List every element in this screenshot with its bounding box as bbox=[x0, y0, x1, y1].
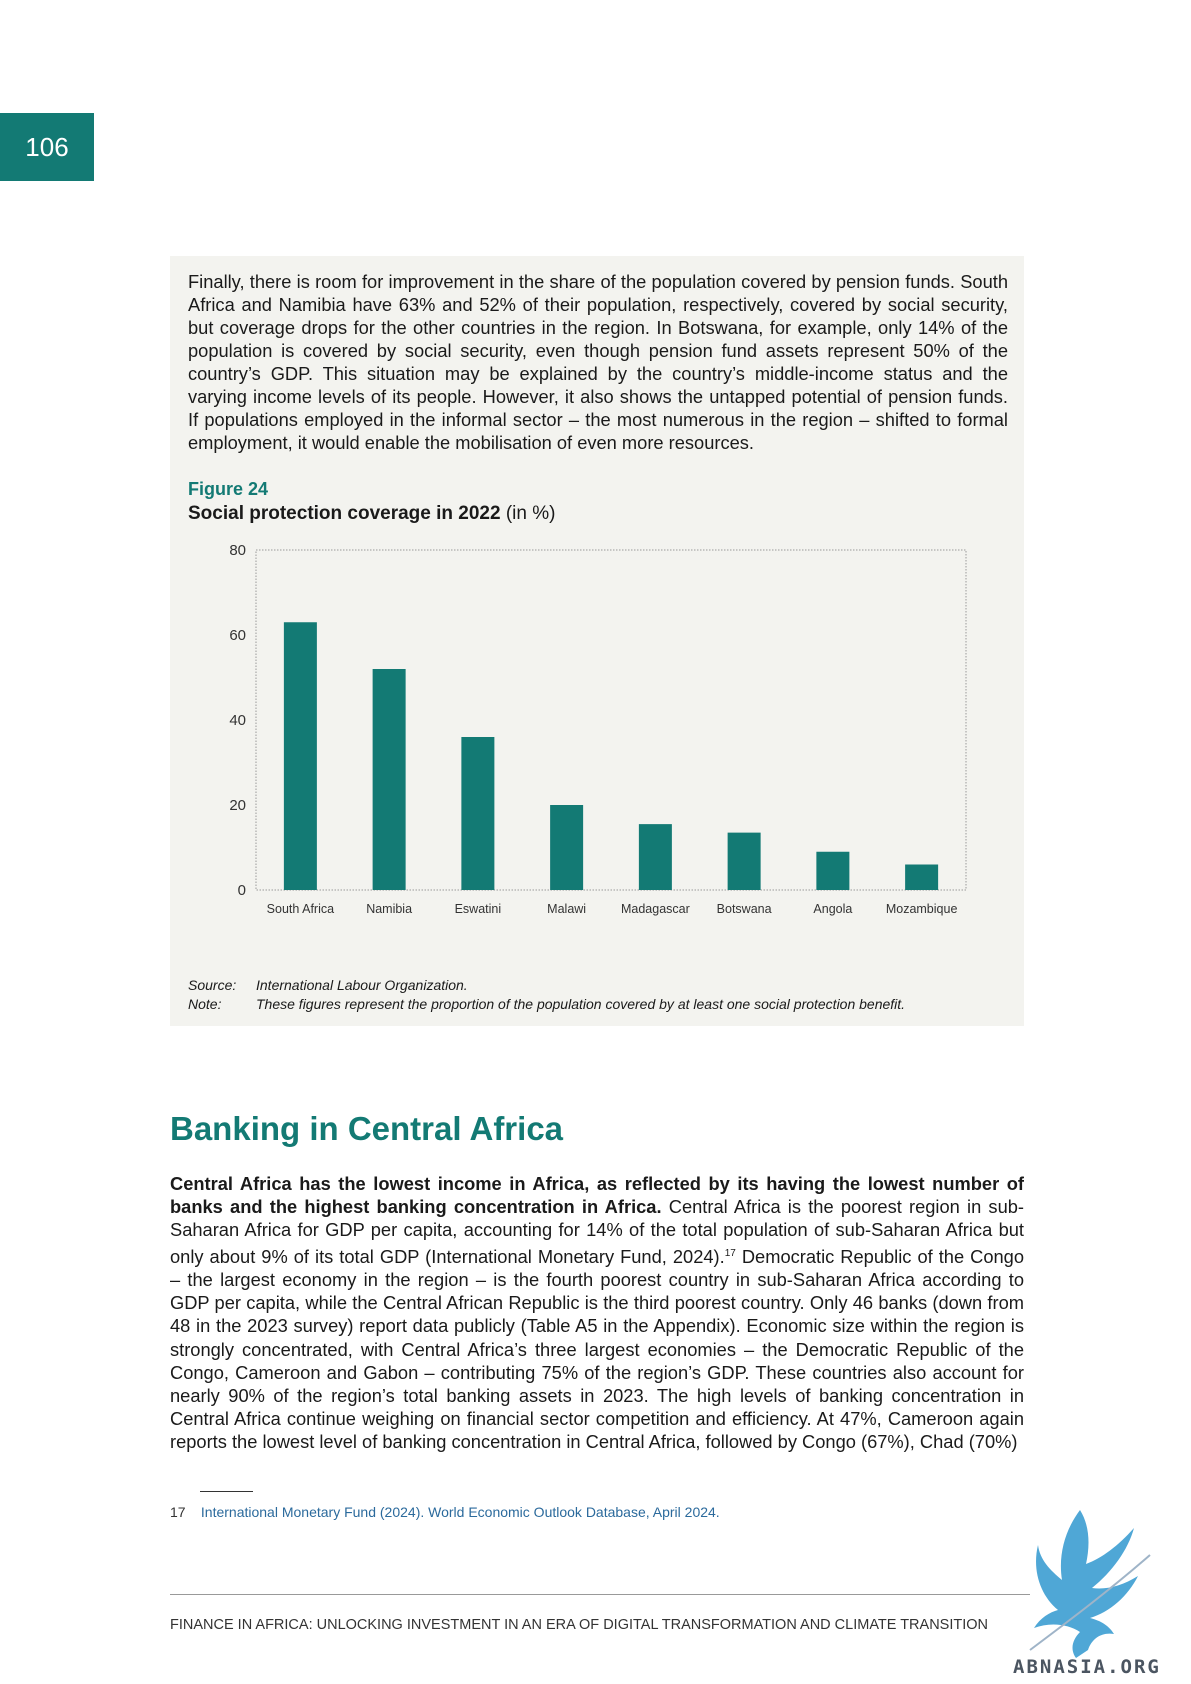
intro-paragraph: Finally, there is room for improvement i… bbox=[188, 271, 1008, 453]
bar bbox=[550, 805, 584, 890]
x-tick-label: Malawi bbox=[547, 902, 586, 916]
section-text-part1: Central Africa is the poorest region in … bbox=[170, 1196, 1024, 1267]
y-tick-label: 0 bbox=[238, 882, 246, 899]
x-tick-label: Angola bbox=[813, 902, 852, 916]
footnote-divider bbox=[200, 1491, 253, 1492]
x-tick-label: Eswatini bbox=[455, 902, 502, 916]
bar bbox=[638, 824, 672, 890]
bar bbox=[283, 622, 317, 890]
griffin-logo-icon bbox=[1029, 1510, 1151, 1658]
figure-label: Figure 24 bbox=[188, 479, 269, 499]
footnote-marker[interactable]: 17 bbox=[724, 1247, 736, 1259]
source-value: International Labour Organization. bbox=[256, 977, 468, 993]
footnote-number: 17 bbox=[170, 1504, 186, 1520]
bar bbox=[461, 737, 495, 890]
bar bbox=[816, 851, 850, 890]
x-tick-label: Botswana bbox=[717, 902, 772, 916]
y-tick-label: 80 bbox=[229, 542, 246, 559]
y-tick-label: 20 bbox=[229, 797, 246, 814]
note-value: These figures represent the proportion o… bbox=[256, 996, 906, 1012]
y-tick-label: 60 bbox=[229, 627, 246, 644]
page-number: 106 bbox=[0, 113, 94, 181]
footer-divider bbox=[170, 1594, 1030, 1595]
footnote: 17 International Monetary Fund (2024). W… bbox=[170, 1504, 720, 1520]
source-key: Source: bbox=[188, 977, 237, 993]
footnote-link[interactable]: International Monetary Fund (2024). Worl… bbox=[200, 1504, 720, 1520]
bar-chart: 0 20 40 60 80 South Africa Namibia Eswatini Mala… bbox=[200, 535, 990, 935]
figure-title: Social protection coverage in 2022 (in %… bbox=[188, 503, 555, 525]
bar bbox=[372, 669, 406, 890]
x-tick-label: Namibia bbox=[366, 902, 412, 916]
section-lead: Central Africa has the lowest income in … bbox=[170, 1173, 1024, 1218]
x-tick-label: Madagascar bbox=[621, 902, 690, 916]
figure-title-text: Social protection coverage in 2022 bbox=[188, 503, 501, 524]
note-key: Note: bbox=[188, 996, 222, 1012]
figure-notes: Source: International Labour Organizatio… bbox=[188, 976, 1018, 1014]
figure-unit: (in %) bbox=[505, 503, 556, 524]
section-text-part2: Democratic Republic of the Congo – the l… bbox=[170, 1245, 1024, 1453]
section-heading: Banking in Central Africa bbox=[170, 1110, 564, 1147]
plot-frame bbox=[255, 549, 967, 891]
y-tick-label: 40 bbox=[229, 712, 246, 729]
watermark-text: ABNASIA.ORG bbox=[1013, 1656, 1161, 1678]
bar-chart-svg: 0 20 40 60 80 South Africa Namibia Eswatini Mala… bbox=[229, 542, 967, 916]
section-body: Central Africa has the lowest income in … bbox=[170, 1172, 1024, 1454]
bar bbox=[727, 832, 761, 890]
x-tick-label: Mozambique bbox=[886, 902, 958, 916]
x-tick-label: South Africa bbox=[267, 902, 334, 916]
bar bbox=[905, 864, 939, 890]
footer-title: FINANCE IN AFRICA: UNLOCKING INVESTMENT … bbox=[170, 1617, 989, 1633]
